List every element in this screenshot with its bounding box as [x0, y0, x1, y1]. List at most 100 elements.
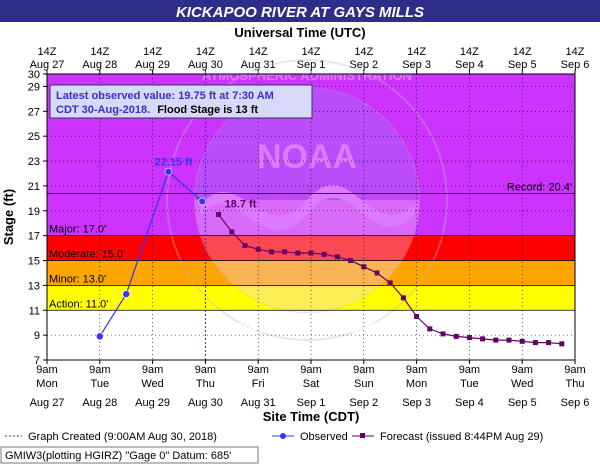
- top-tick-time: 14Z: [38, 46, 57, 58]
- top-tick-time: 14Z: [566, 46, 585, 58]
- forecast-point: [242, 243, 248, 249]
- bottom-tick-time: 9am: [247, 364, 268, 376]
- flood-band-label: Major: 17.0': [49, 224, 106, 236]
- noaa-watermark-logo: NOAA ATMOSPHERIC ADMINISTRATION U.S. DEP…: [166, 59, 448, 341]
- info-box: Latest observed value: 19.75 ft at 7:30 …: [49, 84, 313, 119]
- bottom-tick-date: Aug 31: [241, 397, 276, 409]
- top-tick-date: Aug 27: [30, 59, 65, 71]
- legend-observed-label: Observed: [300, 431, 348, 443]
- y-tick-label: 27: [28, 106, 40, 118]
- bottom-tick-date: Sep 6: [561, 397, 590, 409]
- top-tick-time: 14Z: [196, 46, 215, 58]
- info-box-flood-stage: Flood Stage is 13 ft: [157, 104, 258, 116]
- top-tick-date: Aug 28: [82, 59, 117, 71]
- flood-bands: [47, 74, 575, 311]
- forecast-point: [532, 340, 538, 346]
- y-tick-label: 7: [34, 355, 40, 367]
- y-axis-title: Stage (ft): [1, 189, 16, 245]
- bottom-tick-date: Aug 27: [30, 397, 65, 409]
- top-tick-date: Aug 30: [188, 59, 223, 71]
- bottom-tick-time: 9am: [89, 364, 110, 376]
- y-tick-label: 25: [28, 131, 40, 143]
- bottom-tick-weekday: Tue: [460, 378, 479, 390]
- observed-line: [99, 170, 203, 337]
- forecast-point: [308, 250, 314, 256]
- y-tick-label: 23: [28, 156, 40, 168]
- forecast-point: [334, 254, 340, 260]
- peak-label: 22.15 ft: [154, 157, 192, 169]
- forecast-point: [493, 337, 499, 343]
- bottom-tick-date: Sep 3: [402, 397, 431, 409]
- series-layer: [96, 167, 565, 347]
- record-label: Record: 20.4': [507, 181, 572, 193]
- top-tick-time: 14Z: [249, 46, 268, 58]
- footer-box: [0, 446, 259, 464]
- bottom-tick-time: 9am: [406, 364, 427, 376]
- top-tick-time: 14Z: [354, 46, 373, 58]
- bottom-tick-time: 9am: [300, 364, 321, 376]
- info-box-line2-date: CDT 30-Aug-2018.: [56, 104, 150, 116]
- forecast-point: [216, 212, 222, 218]
- forecast-point: [466, 335, 472, 341]
- top-axis-title: Universal Time (UTC): [234, 25, 365, 40]
- bottom-tick-time: 9am: [36, 364, 57, 376]
- flood-band-label: Action: 11.0': [49, 298, 108, 310]
- top-tick-date: Sep 1: [297, 59, 326, 71]
- forecast-point: [321, 251, 327, 257]
- chart-title: KICKAPOO RIVER AT GAYS MILLS: [176, 4, 424, 21]
- y-tick-label: 21: [28, 181, 40, 193]
- forecast-point: [282, 249, 288, 255]
- top-tick-date: Sep 6: [561, 59, 590, 71]
- flood-band-label: Moderate: 15.0': [49, 249, 125, 261]
- forecast-point: [387, 280, 393, 286]
- forecast-point: [268, 249, 274, 255]
- bottom-tick-time: 9am: [353, 364, 374, 376]
- plot-area: NOAA ATMOSPHERIC ADMINISTRATION U.S. DEP…: [46, 59, 576, 361]
- forecast-point: [519, 338, 525, 344]
- forecast-point: [400, 295, 406, 301]
- y-tick-label: 15: [28, 256, 40, 268]
- bottom-axis-ticks: 9am Mon Aug 27 9am Tue Aug 28 9am Wed Aug 29 9am T…: [30, 360, 590, 409]
- y-tick-label: 13: [28, 280, 40, 292]
- bottom-tick-weekday: Tue: [91, 378, 110, 390]
- forecast-point: [546, 340, 552, 346]
- forecast-point: [480, 336, 486, 342]
- y-tick-label: 11: [29, 305, 40, 317]
- forecast-point: [361, 264, 367, 270]
- watermark-lower-half: [195, 200, 419, 312]
- bottom-tick-date: Sep 5: [508, 397, 537, 409]
- bottom-tick-weekday: Thu: [196, 378, 215, 390]
- top-tick-time: 14Z: [302, 46, 321, 58]
- legend: Graph Created (9:00AM Aug 30, 2018) Obse…: [5, 431, 543, 443]
- x-axis-title: Site Time (CDT): [263, 409, 360, 424]
- forecast-point: [348, 258, 354, 264]
- y-tick-label: 9: [34, 330, 40, 342]
- bottom-tick-time: 9am: [142, 364, 163, 376]
- bottom-tick-date: Aug 30: [188, 397, 223, 409]
- forecast-point: [559, 341, 565, 347]
- bottom-tick-date: Aug 28: [82, 397, 117, 409]
- top-tick-time: 14Z: [143, 46, 162, 58]
- watermark-outer-ring: [166, 59, 448, 341]
- top-tick-date: Sep 2: [349, 59, 378, 71]
- y-tick-label: 29: [28, 81, 40, 93]
- forecast-start-label: 18.7 ft: [225, 199, 257, 211]
- top-tick-time: 14Z: [90, 46, 109, 58]
- observed-point: [122, 290, 130, 298]
- bottom-tick-date: Sep 1: [297, 397, 326, 409]
- observed-point: [164, 167, 173, 176]
- observed-point: [96, 332, 104, 341]
- top-tick-date: Aug 29: [135, 59, 170, 71]
- legend-created-label: Graph Created (9:00AM Aug 30, 2018): [28, 431, 217, 443]
- y-tick-label: 17: [28, 231, 40, 243]
- info-box-frame: [49, 84, 313, 119]
- flood-band-label: Minor: 13.0': [49, 273, 106, 285]
- bottom-tick-weekday: Sat: [303, 378, 320, 390]
- top-tick-time: 14Z: [460, 46, 479, 58]
- forecast-point: [255, 246, 261, 252]
- top-tick-date: Sep 3: [402, 59, 431, 71]
